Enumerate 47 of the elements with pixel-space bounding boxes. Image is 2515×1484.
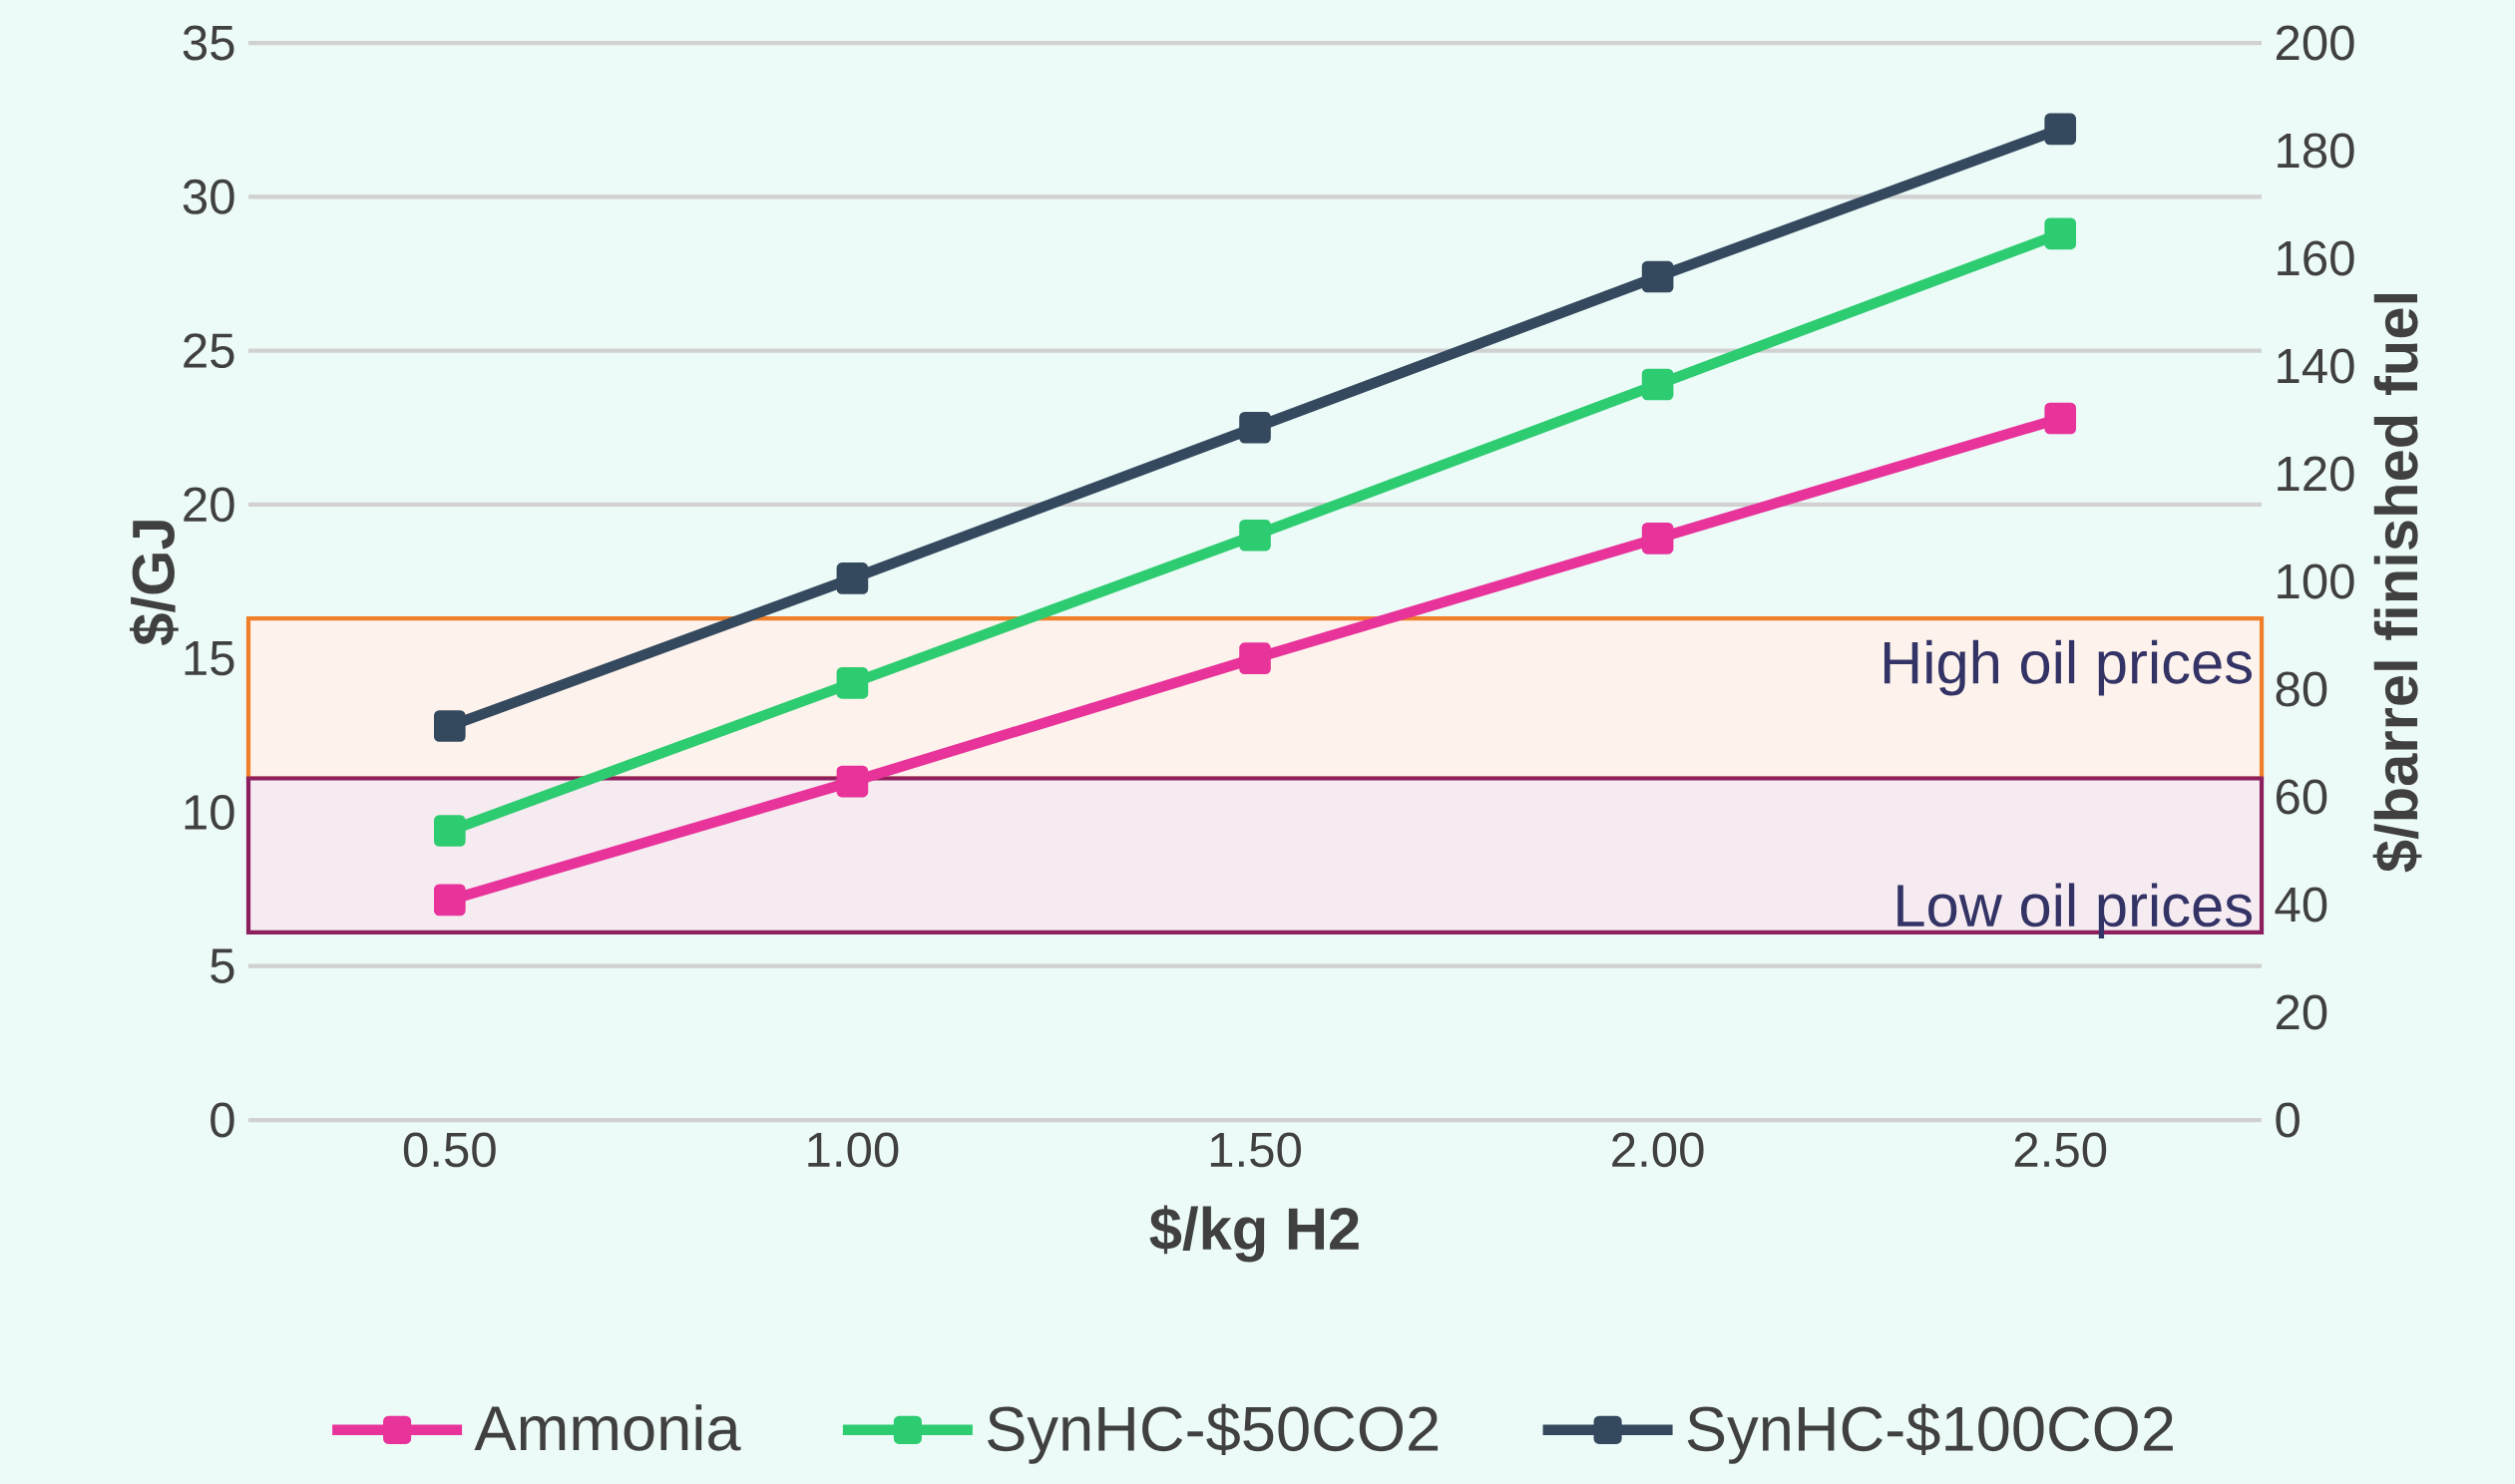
legend-label: SynHC-$50CO2: [988, 1403, 1439, 1464]
x-axis-title: $/kg H2: [1149, 1205, 1359, 1263]
y2-tick-label: 100: [2278, 563, 2354, 599]
point: [1641, 523, 1674, 555]
y-tick-label: 5: [210, 948, 234, 983]
y-tick-label: 30: [183, 179, 234, 214]
x-tick-label: 0.50: [403, 1132, 496, 1168]
y2-tick-label: 80: [2276, 671, 2327, 707]
point: [836, 562, 869, 594]
legend-label: SynHC-$100CO2: [1687, 1403, 2173, 1464]
point: [433, 710, 466, 742]
y2-tick-label: 180: [2278, 133, 2354, 169]
y2-tick-label: 40: [2275, 887, 2327, 923]
y-axis-title: $/GJ: [130, 521, 179, 646]
y-tick-label: 15: [185, 641, 234, 676]
band-label: Low oil prices: [1897, 883, 2253, 939]
point: [1641, 260, 1674, 293]
point: [836, 667, 869, 699]
point: [1239, 411, 1271, 444]
y-tick-label: 25: [184, 333, 234, 369]
point: [433, 884, 466, 917]
point: [2044, 217, 2077, 250]
point: [1239, 519, 1271, 552]
x-tick-label: 2.50: [2014, 1132, 2107, 1168]
y-tick-label: 20: [184, 487, 234, 523]
point: [1641, 368, 1674, 401]
band-label: High oil prices: [1884, 639, 2252, 696]
y2-tick-label: 140: [2278, 348, 2354, 384]
point: [836, 765, 869, 798]
y2-tick-label: 200: [2276, 25, 2354, 61]
point: [433, 815, 466, 847]
x-tick-label: 2.00: [1612, 1132, 1704, 1168]
y-tick-label: 0: [210, 1102, 234, 1138]
y2-tick-label: 120: [2278, 456, 2354, 492]
point: [2044, 402, 2077, 435]
point: [1239, 642, 1271, 674]
y2-tick-label: 60: [2276, 779, 2327, 815]
legend-label: Ammonia: [474, 1404, 741, 1451]
y2-axis-title: $/barrel finished fuel: [2372, 294, 2422, 873]
x-tick-label: 1.50: [1210, 1132, 1301, 1168]
y2-tick-label: 0: [2276, 1102, 2300, 1138]
y-tick-label: 10: [185, 794, 234, 830]
x-tick-label: 1.00: [808, 1132, 899, 1168]
y2-tick-label: 160: [2278, 240, 2354, 276]
point: [2044, 113, 2077, 146]
y2-tick-label: 20: [2276, 994, 2327, 1030]
y-tick-label: 35: [183, 25, 234, 61]
